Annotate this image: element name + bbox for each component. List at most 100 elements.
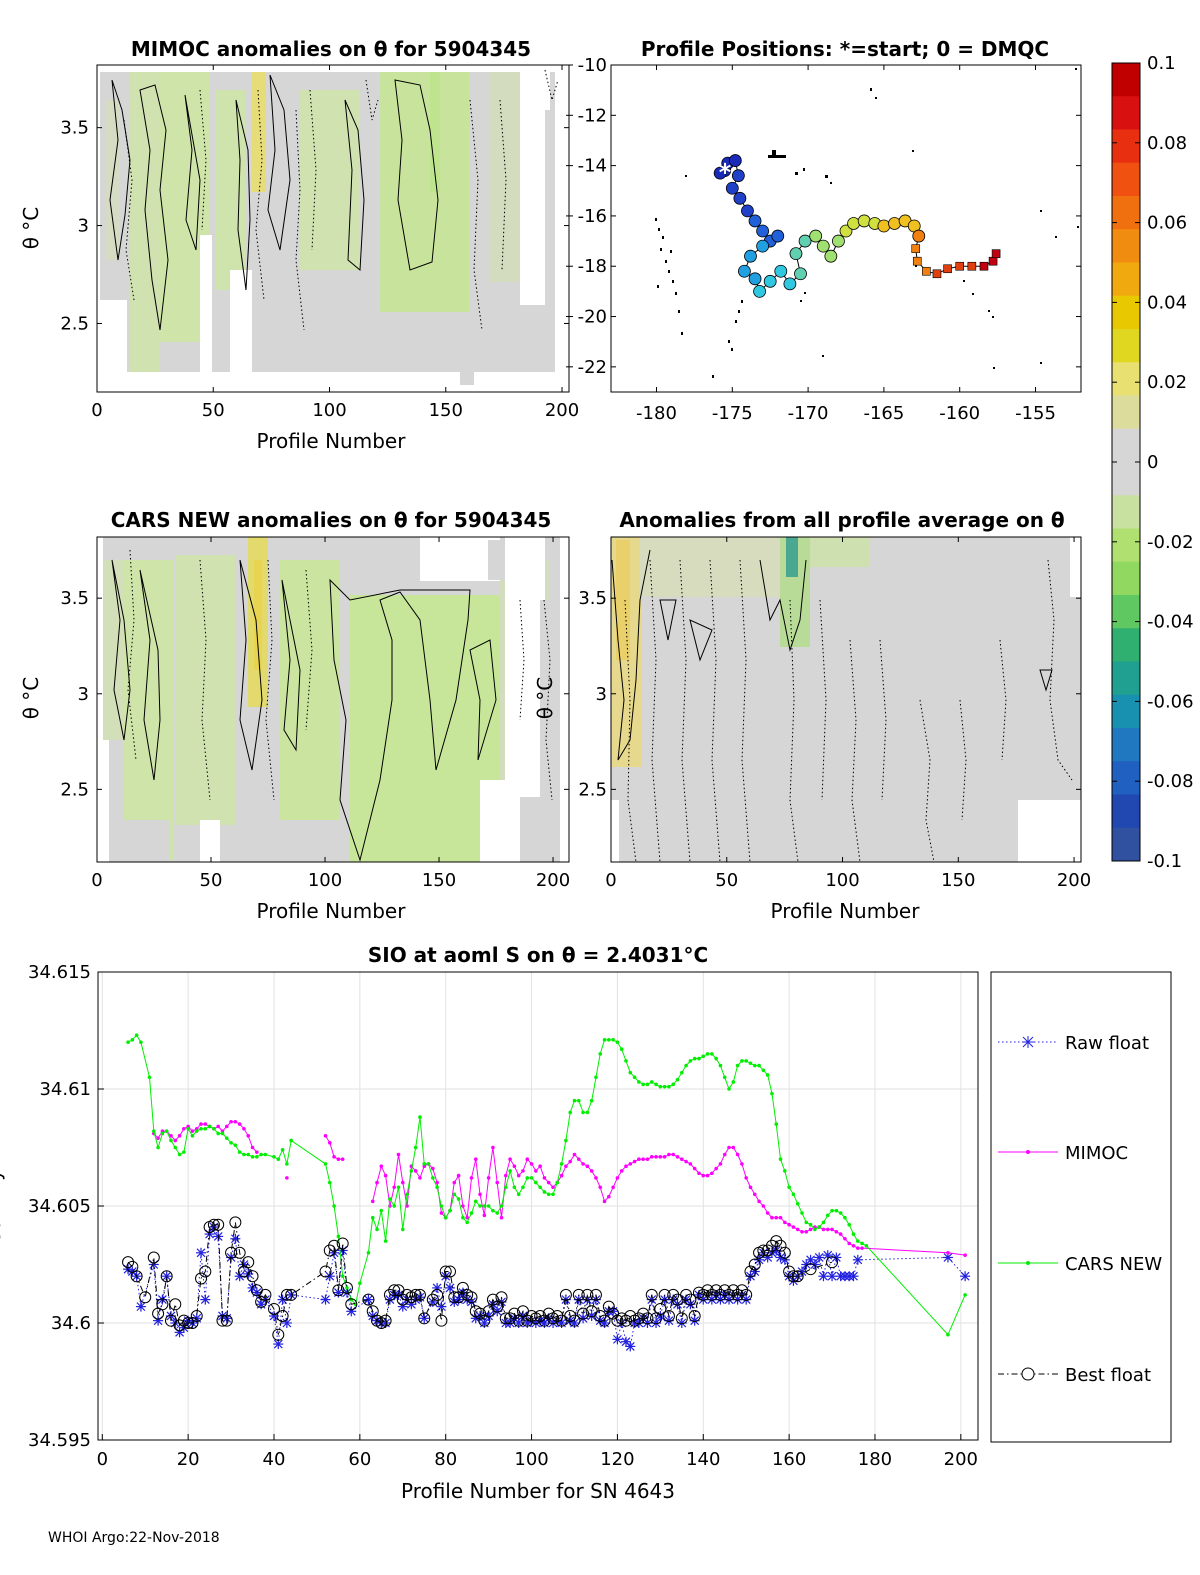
cars-point [800,1211,804,1215]
track-point [728,154,742,167]
marker-stroke [668,1295,678,1305]
best-float-point [139,1291,152,1304]
mimoc-point [843,1236,847,1241]
cars-point [607,1038,611,1042]
track-point [763,274,777,288]
cars-point [619,1047,624,1052]
mimoc-point [808,1227,813,1232]
legend-items: Raw float MIMOC CARS NEW Best float [998,1033,1162,1386]
best-float-point [160,1270,173,1283]
mimoc-point [821,1227,826,1232]
colorbar-tick-label: -0.08 [1147,771,1194,792]
marker-stroke [368,1311,378,1321]
mimoc-point [478,1192,482,1197]
x-tick-label: 0 [91,400,102,421]
mimoc-point [525,1157,530,1161]
raw-float-point [814,1252,825,1263]
best-float-point [448,1291,461,1304]
marker-stroke [492,1306,502,1316]
best-float-point [538,1314,551,1327]
colorbar-segment [1112,827,1140,862]
marker-stroke [518,1311,528,1321]
mimoc-point [246,1134,251,1138]
mimoc-point [765,1211,770,1215]
cars-point [718,1063,723,1068]
mimoc-point [757,1199,761,1204]
mimoc-point [847,1241,852,1246]
best-float-point [594,1309,607,1322]
best-float-point [508,1307,521,1320]
best-float-point [504,1312,517,1325]
cars-point [649,1080,654,1084]
cars-point [473,1199,478,1204]
best-float-point [340,1281,353,1294]
raw-float-point [230,1233,241,1244]
x-tick-label: 150 [941,870,975,891]
cars-point [499,1204,504,1208]
legend-box [990,971,1172,1443]
mimoc-point [731,1145,736,1150]
cars-point [504,1185,508,1190]
y-tick-label: 2.5 [578,779,607,800]
mimoc-point [340,1157,345,1161]
raw-float-point [942,1252,953,1263]
track-point [748,272,762,286]
cars-point [358,1281,362,1286]
mimoc-point [216,1124,220,1129]
positions-panel: * Profile Positions: *=start; 0 = DMQC -… [566,37,1082,424]
cars-point [237,1150,242,1154]
cars-point [765,1073,770,1077]
mimoc-point [727,1145,731,1150]
mimoc-point [452,1180,457,1185]
cars-point [224,1136,229,1140]
cars-point [804,1220,809,1225]
best-float-point [697,1288,710,1301]
mimoc-ylabel: θ °C [19,207,43,250]
marker-stroke [166,1311,176,1321]
raw-float-point [831,1252,842,1263]
y-tick-label: 34.595 [28,1430,91,1451]
mimoc-point [413,1169,418,1173]
best-float-point [431,1288,444,1301]
y-tick-label: 3 [78,216,89,237]
x-tick-label: 150 [422,870,456,891]
mimoc-point [328,1141,332,1145]
cars-point [632,1075,637,1080]
best-float-point [225,1246,238,1259]
cars-point [465,1220,469,1225]
cars-point [164,1129,169,1133]
cars-point [817,1225,821,1229]
marker-stroke [776,1253,785,1262]
x-tick-label: 50 [202,400,225,421]
best-float-point [242,1256,255,1269]
marker-stroke [321,1295,330,1305]
track-point-dmqc [991,249,1001,258]
float-track: * [713,154,1001,298]
x-tick-label: 200 [944,1449,978,1470]
cars-point [182,1150,186,1154]
y-tick-label: 34.6 [51,1313,91,1334]
x-tick-label: 120 [600,1449,634,1470]
cars-point [156,1145,160,1150]
best-float-point [774,1239,787,1252]
salinity-series [122,1033,971,1352]
marker-stroke [278,1295,288,1305]
cars-point [847,1222,852,1227]
best-float-point [199,1265,212,1278]
best-float-point [233,1246,246,1259]
mimoc-point [156,1136,160,1140]
track-point [744,249,757,263]
cars-point [370,1215,375,1220]
cars-point [259,1152,263,1157]
track-point [839,224,853,238]
track-point-dmqc [967,261,977,271]
mimoc-xlabel: Profile Number [257,429,407,453]
colorbar-segment [1112,462,1140,496]
track-point [771,229,785,243]
mimoc-point [491,1145,495,1150]
mimoc-point [834,1229,839,1234]
mimoc-point [830,1227,834,1232]
colorbar-segment [1112,761,1140,795]
marker-stroke [728,1290,738,1300]
cars-point [697,1056,701,1061]
